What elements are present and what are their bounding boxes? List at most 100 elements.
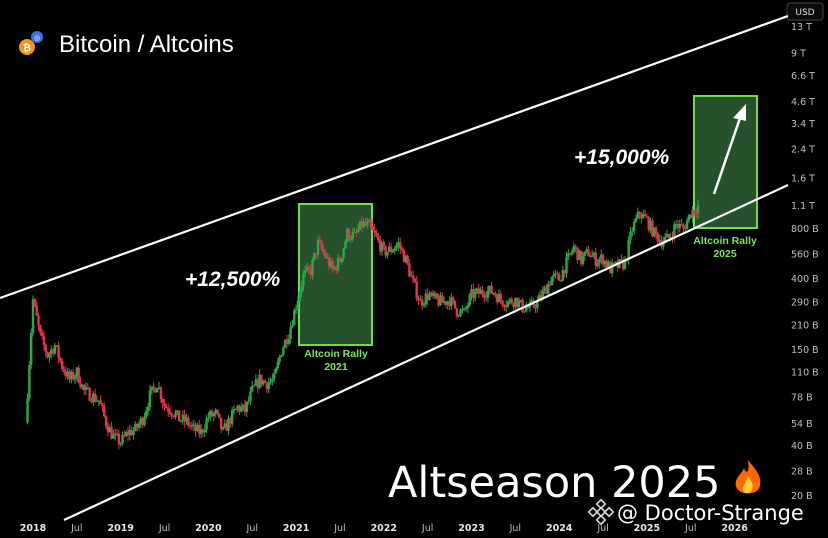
candle-body <box>256 379 259 388</box>
candle-body <box>177 410 181 422</box>
candle-body <box>640 214 643 219</box>
candle-body <box>653 227 656 237</box>
x-tick-label: Jul <box>509 523 521 534</box>
candle-body <box>338 257 342 263</box>
candle-body <box>35 305 38 316</box>
candle-body <box>143 416 146 426</box>
x-tick-label: 2025 <box>634 523 660 534</box>
candle-body <box>380 242 384 252</box>
candle-body <box>526 307 530 309</box>
candle-body <box>673 224 676 238</box>
candle-body <box>543 287 546 291</box>
y-tick-label: 1.6 T <box>791 174 815 185</box>
candle-body <box>322 249 325 253</box>
candle-body <box>667 234 671 239</box>
candle-body <box>413 278 417 282</box>
candle-body <box>263 380 267 383</box>
candle-body <box>101 404 104 407</box>
candle-body <box>430 292 433 295</box>
candle-body <box>123 434 126 436</box>
candle-body <box>124 432 128 436</box>
y-tick-label: 290 B <box>791 297 819 308</box>
binance-icon <box>587 498 615 526</box>
y-tick-label: 2.4 T <box>791 144 815 155</box>
candle-body <box>207 417 210 419</box>
candle-body <box>187 417 190 426</box>
candle-body <box>227 418 230 431</box>
candle-body <box>347 229 351 240</box>
candle-body <box>145 410 148 417</box>
candle-body <box>265 382 269 390</box>
candle-body <box>367 220 371 222</box>
y-tick-label: 40 B <box>791 441 813 452</box>
candle-body <box>75 367 79 377</box>
candle-body <box>627 240 630 260</box>
x-axis: 2018 Jul 2019 Jul 2020 Jul 2021 Jul 2022 Jul 2023 J… <box>20 523 748 534</box>
candle-body <box>223 423 227 428</box>
candle-body <box>600 254 603 260</box>
candle-body <box>156 388 159 393</box>
candle-body <box>309 269 312 275</box>
candle-body <box>139 418 142 424</box>
candle-body <box>558 274 561 281</box>
candle-body <box>305 266 309 271</box>
candle-body <box>408 263 411 277</box>
candle-body <box>119 443 122 445</box>
candle-body <box>362 222 365 228</box>
candle-body <box>424 293 428 305</box>
candle-body <box>294 309 298 311</box>
candle-body <box>651 220 654 237</box>
candle-body <box>576 247 579 261</box>
candle-body <box>647 217 650 230</box>
y-tick-label: 400 B <box>791 274 819 285</box>
candle-body <box>426 293 429 300</box>
candle-body <box>536 300 539 309</box>
candle-body <box>271 378 274 382</box>
candle-body <box>525 307 528 312</box>
candle-body <box>110 427 113 439</box>
candle-body <box>313 252 316 260</box>
candle-body <box>254 379 258 386</box>
candle-body <box>168 411 172 414</box>
candle-body <box>461 309 464 311</box>
y-tick-label: 3.4 T <box>791 119 815 130</box>
candle-body <box>678 223 681 228</box>
candle-body <box>439 295 442 306</box>
candle-body <box>691 210 694 218</box>
x-tick-label: 2020 <box>195 523 222 534</box>
y-tick-label: 1.1 T <box>791 201 815 212</box>
candle-body <box>121 434 124 444</box>
candle-body <box>610 262 614 274</box>
candle-body <box>269 381 272 383</box>
candle-body <box>598 259 601 263</box>
x-tick-label: 2019 <box>107 523 133 534</box>
candle-body <box>621 259 625 269</box>
candle-body <box>406 255 409 264</box>
candle-body <box>304 270 307 274</box>
candle-body <box>545 287 548 294</box>
candle-body <box>556 273 559 275</box>
candle-body <box>674 224 678 226</box>
candle-body <box>132 430 135 436</box>
candle-body <box>419 299 422 301</box>
candle-body <box>44 344 47 353</box>
candle-body <box>470 289 473 296</box>
candle-body <box>351 232 354 239</box>
candle-body <box>245 401 248 412</box>
candle-body <box>203 429 206 433</box>
candle-body <box>517 301 521 308</box>
candle-body <box>170 413 174 416</box>
candle-body <box>399 242 402 249</box>
candle-body <box>176 410 179 413</box>
currency-badge-label: USD <box>795 8 814 18</box>
candle-body <box>260 374 263 385</box>
x-tick-label: Jul <box>596 523 608 534</box>
candle-body <box>371 226 375 230</box>
x-tick-label: Jul <box>158 523 170 534</box>
candle-body <box>64 371 68 377</box>
candle-body <box>486 290 490 298</box>
currency-badge[interactable]: USD <box>786 2 824 21</box>
candle-body <box>411 275 415 279</box>
candle-body <box>196 424 199 432</box>
